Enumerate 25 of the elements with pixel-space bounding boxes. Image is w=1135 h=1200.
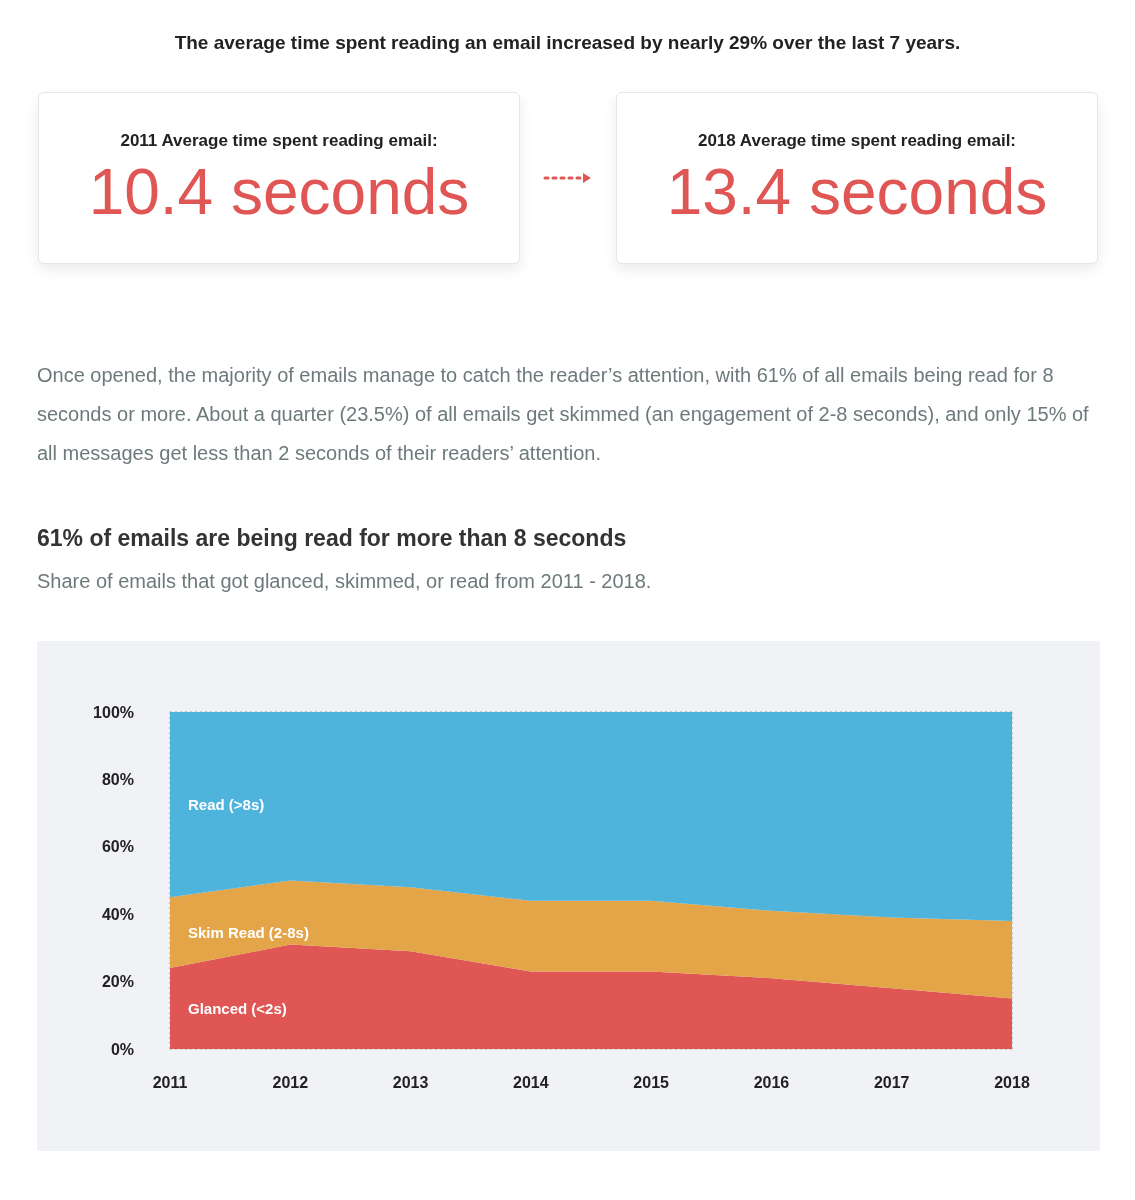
text: The average time spent reading an email increased by nearly 29% over the last 7 years.	[173, 31, 962, 54]
x-tick-label: 2015	[633, 1074, 670, 1092]
x-tick-label: 2018	[994, 1074, 1030, 1092]
y-tick-label: 20%	[101, 973, 134, 991]
text: 13.4 seconds	[665, 155, 1049, 229]
text: Once opened, the majority of emails manage to catch the reader’s attention, with 61% of all emails being read for 8 seconds or more. About a quarter (23.5%) of all emails get skimmed (an engagement of 2-8 seconds), and only 15% of all messages get less than 2 seconds of their readers’ attention.	[37, 363, 1090, 466]
x-tick-label: 2013	[392, 1074, 429, 1092]
x-tick-label: 2011	[152, 1074, 188, 1092]
y-tick-label: 80%	[101, 771, 134, 789]
y-tick-label: 0%	[110, 1040, 134, 1058]
series-label: Glanced (<2s)	[188, 999, 287, 1017]
series-label: Skim Read (2-8s)	[188, 923, 309, 941]
text: 2018 Average time spent reading email:	[696, 131, 1018, 151]
x-tick-label: 2012	[272, 1074, 309, 1092]
y-tick-label: 40%	[101, 905, 134, 923]
y-tick-label: 100%	[93, 703, 134, 721]
text: 2011 Average time spent reading email:	[119, 131, 439, 151]
chart-subtitle: Share of emails that got glanced, skimmed, or read from 2011 - 2018.	[37, 570, 653, 593]
chart-title: 61% of emails are being read for more than 8 seconds	[37, 525, 628, 552]
x-tick-label: 2017	[873, 1074, 910, 1092]
x-tick-label: 2016	[753, 1074, 790, 1092]
series-label: Read (>8s)	[188, 795, 265, 813]
y-tick-label: 60%	[101, 838, 134, 856]
x-tick-label: 2014	[513, 1074, 549, 1092]
text: 10.4 seconds	[87, 155, 471, 229]
